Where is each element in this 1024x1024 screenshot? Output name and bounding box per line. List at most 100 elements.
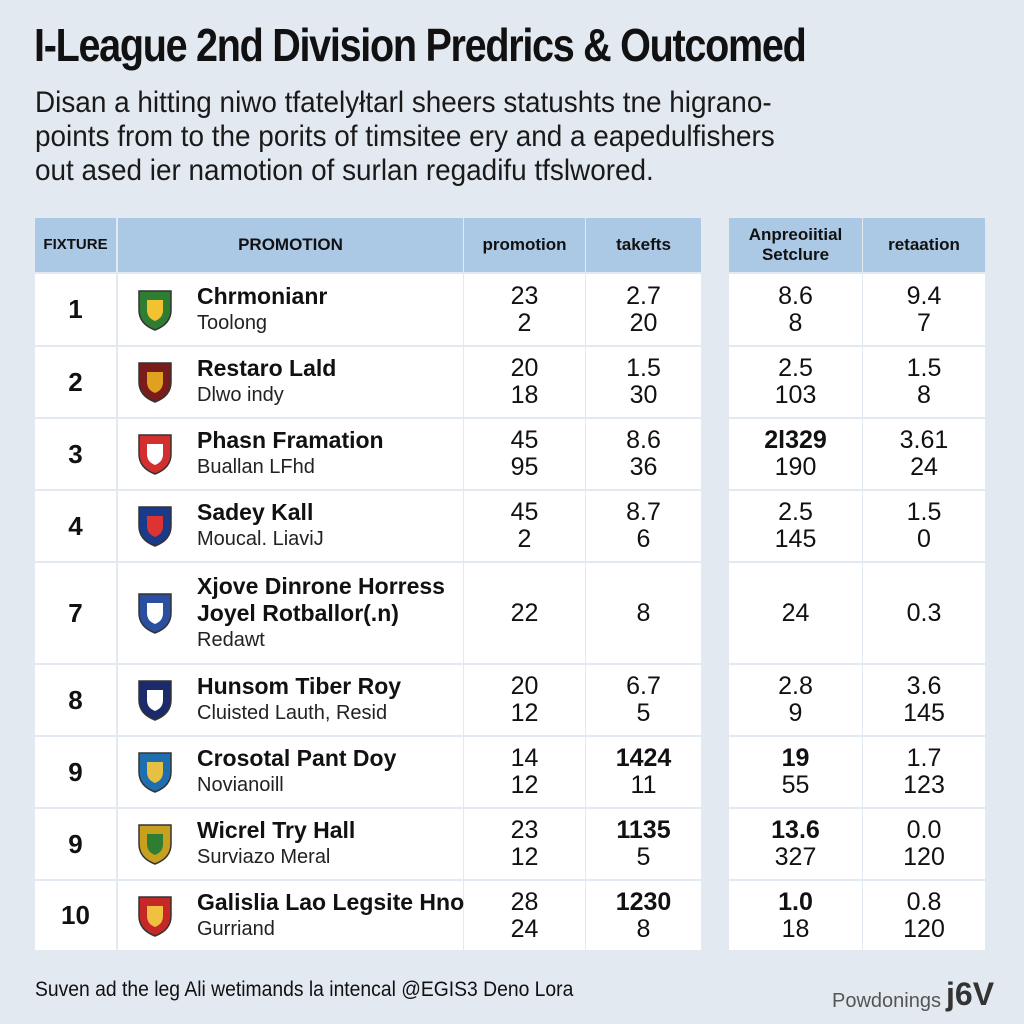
value-line: 9 (788, 699, 803, 727)
value-line: 0 (917, 525, 931, 553)
value-line: 3.6 (906, 672, 942, 700)
value-line: 0.3 (906, 598, 942, 627)
value-line: 14 (510, 744, 539, 772)
team-cell: Wicrel Try Hall Surviazo Meral (118, 809, 463, 879)
fixture: 1 (35, 274, 116, 345)
value-cell: 2.7 20 (586, 274, 701, 345)
fixture: 2 (35, 347, 116, 417)
value-line: 2.5 (778, 354, 813, 382)
value-line: 120 (903, 843, 945, 871)
crest (136, 432, 174, 476)
team-sub: Buallan LFhd (197, 456, 315, 478)
crest (136, 750, 174, 794)
value-line: 24 (510, 914, 539, 943)
value-cell: 20 12 (464, 665, 585, 735)
intro-line: Disan a hitting niwo tfatelyłtarl sheers… (35, 86, 772, 119)
header-line: Setclure (761, 245, 830, 264)
value-line: 11 (630, 771, 657, 799)
value-line: 8 (917, 381, 931, 409)
value-line: 8.6 (778, 281, 813, 310)
team-sub: Novianoill (197, 774, 284, 796)
value-cell: 23 12 (464, 809, 585, 879)
value-line: 20 (510, 354, 539, 382)
team-name: Sadey Kall (197, 499, 314, 525)
value-line: 9.4 (906, 281, 942, 310)
value-line: 36 (629, 453, 658, 481)
team-name: Crosotal Pant Doy (197, 745, 397, 771)
footer-logo: j6V (946, 976, 995, 1012)
team-name: Joyel Rotballor(.n) (197, 599, 399, 626)
value-line: 123 (903, 771, 945, 799)
value-line: 5 (636, 843, 651, 871)
value-line: 12 (510, 699, 539, 727)
value-line: 23 (510, 816, 539, 844)
value-cell: 1230 8 (586, 881, 701, 950)
crest-icon (138, 593, 172, 634)
value-cell: 9.4 7 (863, 274, 985, 345)
value-line: 55 (781, 771, 810, 799)
value-line: 20 (629, 308, 658, 337)
team-name: Hunsom Tiber Roy (197, 673, 402, 699)
team-sub: Toolong (197, 311, 268, 334)
team-text: Phasn Framation Buallan LFhd (118, 427, 384, 481)
value-line: 45 (510, 498, 539, 526)
fixture: 3 (35, 419, 116, 489)
crest (136, 894, 174, 938)
team-text: Wicrel Try Hall Surviazo Meral (118, 817, 355, 871)
crest-icon (138, 752, 172, 793)
value-cell: 2.8 9 (729, 665, 862, 735)
value-line: 28 (510, 887, 539, 916)
crest (136, 288, 174, 332)
crest-icon (138, 506, 172, 547)
value-cell: 1.5 30 (586, 347, 701, 417)
value-line: 8 (636, 914, 651, 943)
value-cell: 1.5 0 (863, 491, 985, 561)
crest-icon (138, 895, 172, 937)
value-line: 1.7 (906, 744, 942, 772)
value-cell: 8 (586, 563, 701, 663)
value-line: 2 (517, 525, 532, 553)
value-cell: 8.7 6 (586, 491, 701, 561)
team-cell: Crosotal Pant Doy Novianoill (118, 737, 463, 807)
value-line: 30 (629, 381, 658, 409)
value-line: 24 (910, 453, 938, 481)
value-line: 12 (510, 843, 539, 871)
crest-icon (138, 824, 172, 865)
crest-icon (138, 362, 172, 403)
value-line: 1.5 (906, 498, 942, 526)
team-text: Chrmonianr Toolong (118, 283, 327, 337)
value-line: 7 (917, 308, 931, 337)
fixture: 4 (35, 491, 116, 561)
team-sub: Cluisted Lauth, Resid (197, 702, 388, 724)
value-line: 1.5 (906, 354, 942, 382)
crest-icon (138, 680, 172, 721)
crest (136, 591, 174, 635)
fixture: 9 (35, 737, 116, 807)
value-line: 145 (903, 699, 945, 727)
team-name: Galislia Lao Legsite Hno (197, 888, 465, 915)
value-line: 6 (636, 525, 651, 553)
team-sub: Gurriand (197, 917, 275, 940)
value-cell: 3.61 24 (863, 419, 985, 489)
team-cell: Xjove Dinrone Horress Joyel Rotballor(.n)… (118, 563, 463, 663)
header-line: Anpreoiitial (748, 225, 843, 244)
value-cell: 23 2 (464, 274, 585, 345)
value-line: 8.7 (626, 498, 661, 526)
crest (136, 822, 174, 866)
team-cell: Phasn Framation Buallan LFhd (118, 419, 463, 489)
value-line: 0.8 (906, 887, 942, 916)
crest (136, 678, 174, 722)
team-name: Chrmonianr (197, 282, 328, 309)
team-text: Sadey Kall Moucal. LiaviJ (118, 499, 324, 553)
value-cell: 0.3 (863, 563, 985, 663)
value-line: 24 (781, 598, 810, 627)
team-name: Restaro Lald (197, 355, 337, 381)
value-cell: 1.7 123 (863, 737, 985, 807)
value-cell: 22 (464, 563, 585, 663)
value-cell: 8.6 8 (729, 274, 862, 345)
crest-icon (138, 434, 172, 475)
value-line: 8.6 (626, 426, 661, 454)
value-line: 18 (781, 914, 810, 943)
value-line: 2.8 (778, 672, 813, 700)
